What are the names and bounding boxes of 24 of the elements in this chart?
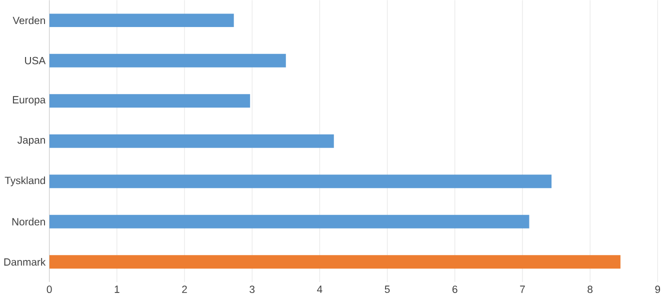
bar (49, 14, 234, 28)
y-tick-label: Europa (12, 96, 46, 106)
bar (49, 215, 530, 229)
y-tick-label: Verden (12, 16, 45, 24)
bar (49, 54, 286, 68)
x-tick-label: 1 (114, 286, 120, 294)
x-tick-label: 3 (250, 286, 255, 294)
bar (49, 255, 620, 269)
bar (49, 134, 334, 148)
y-tick-label: Norden (12, 218, 45, 226)
x-tick-label: 5 (384, 286, 390, 294)
x-tick-label: 0 (46, 286, 52, 294)
x-tick-label: 8 (588, 286, 592, 294)
bar (49, 174, 552, 188)
y-tick-label: Tyskland (4, 176, 45, 186)
y-tick-label: Japan (17, 136, 45, 146)
x-tick-label: 9 (655, 286, 660, 294)
y-tick-label: Danmark (4, 258, 46, 266)
x-tick-label: 7 (520, 286, 525, 294)
bar (49, 94, 250, 108)
x-tick-label: 4 (317, 286, 322, 294)
x-tick-label: 6 (452, 286, 458, 294)
x-tick-label: 2 (182, 286, 187, 294)
y-tick-label: USA (25, 57, 46, 65)
